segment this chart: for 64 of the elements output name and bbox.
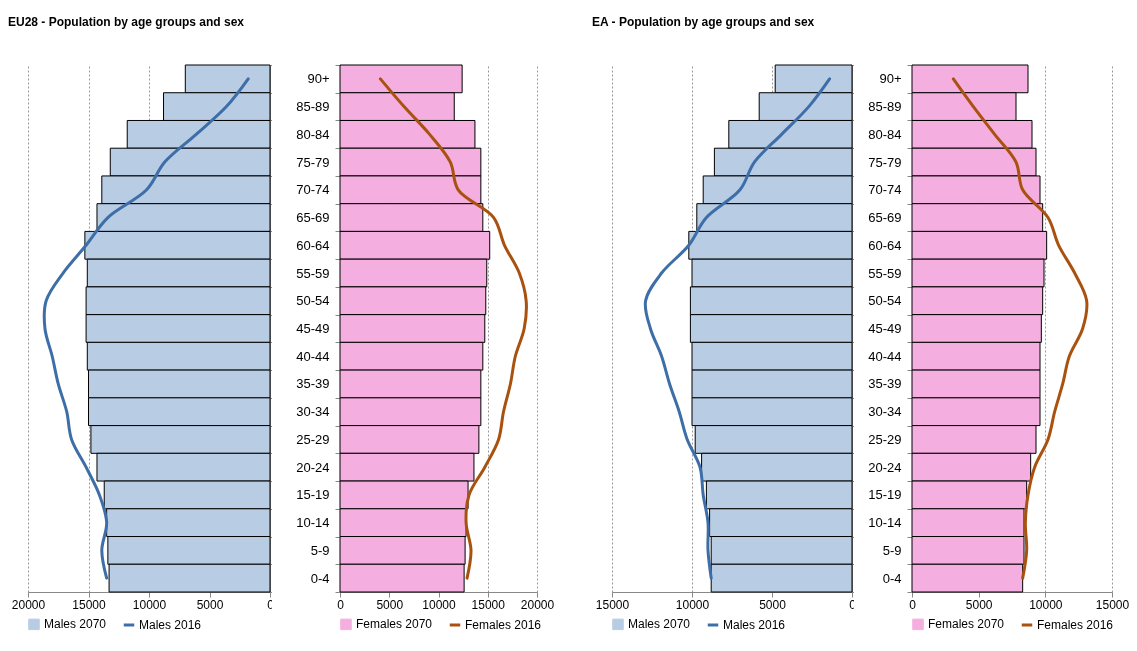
legend-label: Females 2016 xyxy=(465,618,542,632)
x-tick-label: 0 xyxy=(337,597,345,612)
y-tick-label: 70-74 xyxy=(868,182,902,198)
y-tick-label: 65-69 xyxy=(868,210,902,226)
chart-title: EA - Population by age groups and sex xyxy=(592,15,815,29)
y-tick-label: 45-49 xyxy=(296,321,330,336)
y-tick-label: 25-29 xyxy=(868,431,902,447)
y-tick-label: 30-34 xyxy=(296,404,330,420)
y-tick-label: 60-64 xyxy=(296,237,330,253)
y-tick-label: 40-44 xyxy=(296,348,330,364)
x-tick-label: 10000 xyxy=(422,597,457,612)
text: Females 2070 xyxy=(928,617,1005,632)
y-tick-label: 50-54 xyxy=(868,293,902,309)
y-tick-label: 55-59 xyxy=(868,265,902,281)
x-tick-label: 5000 xyxy=(196,597,224,612)
y-tick-label: 20-24 xyxy=(868,459,902,475)
y-tick-label: 45-49 xyxy=(868,321,902,336)
legend-label: Males 2016 xyxy=(139,618,202,632)
x-tick-label: 20000 xyxy=(11,597,46,612)
y-tick-label: 75-79 xyxy=(296,154,330,170)
y-tick-label: 80-84 xyxy=(868,126,902,142)
x-tick-label: 15000 xyxy=(595,597,630,612)
chart-title: EU28 - Population by age groups and sex xyxy=(8,15,245,29)
x-tick-label: 15000 xyxy=(72,597,107,612)
y-tick-label: 75-79 xyxy=(868,154,902,170)
x-tick-label: 0 xyxy=(909,597,917,612)
y-tick-label: 85-89 xyxy=(296,99,330,115)
text: Females 2070 xyxy=(356,617,433,632)
y-tick-label: 0-4 xyxy=(310,570,330,586)
y-tick-label: 15-19 xyxy=(296,487,330,503)
x-tick-label: 5000 xyxy=(759,597,787,612)
y-tick-label: 40-44 xyxy=(868,348,902,364)
x-tick-label: 5000 xyxy=(965,597,993,612)
x-tick-label: 10000 xyxy=(1029,597,1063,612)
y-tick-label: 0-4 xyxy=(882,570,902,586)
y-tick-label: 55-59 xyxy=(296,265,330,281)
y-tick-label: 20-24 xyxy=(296,459,330,475)
y-tick-label: 60-64 xyxy=(868,237,902,253)
x-tick-label: 15000 xyxy=(1095,597,1130,612)
text: Males 2070 xyxy=(628,617,691,632)
x-tick-label: 5000 xyxy=(376,597,404,612)
y-tick-label: 15-19 xyxy=(868,487,902,503)
y-tick-label: 50-54 xyxy=(296,293,330,309)
y-tick-label: 90+ xyxy=(307,71,330,87)
y-tick-label: 5-9 xyxy=(310,542,330,558)
y-tick-label: 35-39 xyxy=(296,376,330,392)
x-tick-label: 10000 xyxy=(132,597,167,612)
x-tick-label: 10000 xyxy=(675,597,710,612)
legend-label: Males 2016 xyxy=(723,618,786,632)
y-tick-label: 5-9 xyxy=(882,542,902,558)
legend-label: Females 2016 xyxy=(1037,618,1114,632)
y-tick-label: 35-39 xyxy=(868,376,902,392)
y-tick-label: 70-74 xyxy=(296,182,330,198)
y-tick-label: 80-84 xyxy=(296,126,330,142)
y-tick-label: 10-14 xyxy=(868,515,902,531)
text: Males 2070 xyxy=(44,617,107,632)
y-tick-label: 90+ xyxy=(879,71,902,87)
x-tick-label: 15000 xyxy=(471,597,506,612)
y-tick-label: 85-89 xyxy=(868,99,902,115)
y-tick-label: 30-34 xyxy=(868,404,902,420)
y-tick-label: 65-69 xyxy=(296,210,330,226)
y-tick-label: 25-29 xyxy=(296,431,330,447)
y-tick-label: 10-14 xyxy=(296,515,330,531)
x-tick-label: 20000 xyxy=(520,597,555,612)
